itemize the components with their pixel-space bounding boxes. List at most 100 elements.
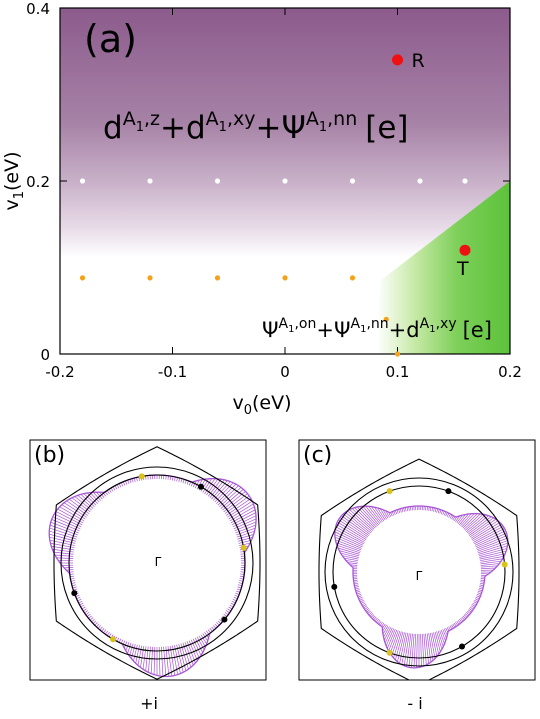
hatch-line <box>127 642 132 654</box>
hatch-line <box>369 613 374 617</box>
hatch-line <box>457 619 461 624</box>
data-point <box>147 275 153 281</box>
hatch-line <box>423 633 427 665</box>
hatch-line <box>73 588 78 591</box>
hatch-line <box>479 582 484 585</box>
node-marker-black <box>221 616 228 623</box>
hatch-line <box>478 545 508 555</box>
data-point <box>383 316 389 322</box>
hatch-line <box>437 630 444 647</box>
hatch-line <box>476 537 508 551</box>
hatch-line <box>216 622 220 626</box>
hatch-line <box>451 515 454 520</box>
hatch-line <box>158 646 161 677</box>
hatch-line <box>455 621 459 626</box>
hatch-line <box>219 618 223 623</box>
hatch-line <box>101 628 105 632</box>
hatch-line <box>99 626 103 631</box>
hatch-line <box>457 514 466 525</box>
hatch-line <box>167 475 169 480</box>
panel-c: (c) Γ - i <box>298 439 536 713</box>
hatch-line <box>80 604 85 608</box>
hatch-line <box>475 596 480 600</box>
hatch-line <box>478 587 483 590</box>
hatch-line <box>145 475 147 480</box>
hatch-line <box>106 632 110 636</box>
hatch-line <box>354 582 359 585</box>
hatch-line <box>120 639 124 644</box>
hatch-line <box>474 530 506 546</box>
hatch-line <box>94 622 98 626</box>
hatch-line <box>439 509 442 514</box>
hatch-line <box>439 630 445 645</box>
hatch-line <box>443 511 447 516</box>
hatch-line <box>429 632 436 659</box>
hatch-line <box>178 644 187 671</box>
hatch-line <box>125 642 130 651</box>
hatch-line <box>224 612 229 616</box>
hatch-line <box>56 557 74 559</box>
hatch-line <box>227 500 253 518</box>
hatch-line <box>474 599 478 603</box>
x-tick-label: 0.1 <box>386 363 410 381</box>
node-marker-black <box>198 483 204 490</box>
y-axis-label: v1(eV) <box>1 151 27 210</box>
hatch-line <box>114 485 118 490</box>
hatch-line <box>174 645 181 674</box>
point-label: T <box>456 258 469 280</box>
fs-envelope <box>48 474 257 678</box>
hatch-line <box>442 510 445 515</box>
hatch-line <box>79 602 84 606</box>
term: Ψ <box>281 110 305 146</box>
hatch-line <box>337 521 367 540</box>
hatch-line <box>453 622 457 627</box>
hatch-line <box>165 646 170 677</box>
hatch-line <box>236 527 256 536</box>
hatch-line <box>353 581 358 583</box>
y-axis-unit: (eV) <box>1 151 23 191</box>
hatch-line <box>448 626 451 631</box>
fermi-contours <box>53 446 261 680</box>
sup: A <box>279 316 289 332</box>
hatch-line <box>83 608 87 612</box>
hatch-line <box>458 513 469 526</box>
hatch-line <box>91 618 95 623</box>
hatch-line <box>356 590 361 593</box>
hatch-line <box>479 553 506 560</box>
hatch-line <box>406 507 409 512</box>
hatch-line <box>54 513 82 528</box>
hatch-line <box>477 592 482 595</box>
hatch-line <box>200 634 207 645</box>
hatch-line <box>479 550 507 558</box>
hatch-line <box>353 579 358 581</box>
hatch-line <box>341 515 370 536</box>
node-marker-yellow <box>501 561 508 568</box>
hatch-line <box>230 509 256 524</box>
hatch-line <box>233 596 238 600</box>
hatch-line <box>49 527 78 538</box>
hatch-line <box>416 633 418 668</box>
hatch-line <box>428 506 430 511</box>
hatch-line <box>451 624 454 629</box>
hatch-line <box>399 508 402 513</box>
fs-outer-contour <box>318 458 520 680</box>
hatch-line <box>116 484 120 489</box>
panel-a-label: (a) <box>84 17 137 61</box>
hatch-line <box>338 519 368 539</box>
data-point <box>282 178 288 184</box>
hatch-line <box>342 555 359 560</box>
hatch-line <box>470 605 475 609</box>
hatch-line <box>397 632 405 662</box>
hatch-line <box>70 580 75 582</box>
hatch-line <box>396 509 399 514</box>
panel-b-label: (b) <box>34 443 65 468</box>
term: d <box>406 318 419 342</box>
hatch-line <box>236 590 241 593</box>
hatch-line <box>393 631 402 659</box>
tag: [e] <box>365 110 408 146</box>
hatch-line <box>479 584 484 587</box>
hatch-line <box>116 637 120 642</box>
hatch-line <box>476 593 481 596</box>
hatch-line <box>239 577 244 580</box>
